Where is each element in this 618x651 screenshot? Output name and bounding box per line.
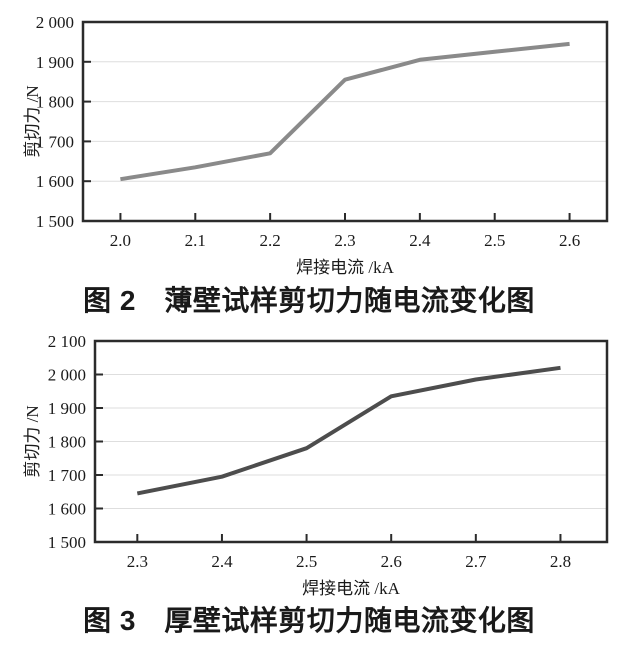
x-tick-label: 2.4 xyxy=(211,552,233,571)
x-tick-label: 2.7 xyxy=(465,552,487,571)
x-tick-label: 2.3 xyxy=(334,231,355,250)
y-tick-label: 1 800 xyxy=(36,93,74,112)
y-tick-label: 1 500 xyxy=(48,533,86,552)
x-tick-label: 2.6 xyxy=(381,552,402,571)
y-axis-title: 剪切力 /N xyxy=(23,85,42,157)
x-tick-label: 2.6 xyxy=(559,231,580,250)
x-tick-label: 2.1 xyxy=(185,231,206,250)
x-axis-title: 焊接电流 /kA xyxy=(302,579,400,598)
y-tick-label: 2 000 xyxy=(48,366,86,385)
x-tick-label: 2.5 xyxy=(484,231,505,250)
y-tick-label: 1 800 xyxy=(48,433,86,452)
x-tick-label: 2.5 xyxy=(296,552,317,571)
x-tick-label: 2.4 xyxy=(409,231,431,250)
chart-thin-wall-shear-vs-current: 2.0 2.1 2.2 2.3 2.4 2.5 2.6 1 500 1 600 1 700 1 80… xyxy=(23,13,609,277)
y-tick-label: 1 600 xyxy=(36,172,74,191)
y-tick-label: 1 700 xyxy=(48,466,86,485)
x-tick-label: 2.3 xyxy=(127,552,148,571)
y-tick-label: 1 700 xyxy=(36,132,74,151)
x-axis-title: 焊接电流 /kA xyxy=(296,258,394,277)
y-axis-title: 剪切力 /N xyxy=(23,405,42,477)
figure-2-caption: 图 2 薄壁试样剪切力随电流变化图 xyxy=(83,285,535,316)
y-tick-label: 1 900 xyxy=(48,399,86,418)
data-line xyxy=(120,41,570,182)
x-tick-label: 2.0 xyxy=(110,231,131,250)
y-tick-label: 2 000 xyxy=(36,13,74,32)
plot-frame xyxy=(93,339,609,544)
chart-thick-wall-shear-vs-current: 2.3 2.4 2.5 2.6 2.7 2.8 1 500 1 600 1 700 1 800 1 … xyxy=(23,332,609,598)
x-tick-label: 2.2 xyxy=(260,231,281,250)
data-line xyxy=(136,365,561,496)
y-tick-label: 1 900 xyxy=(36,53,74,72)
x-tick-label: 2.8 xyxy=(550,552,571,571)
y-tick-label: 1 600 xyxy=(48,500,86,519)
y-tick-label: 2 100 xyxy=(48,332,86,351)
y-tick-label: 1 500 xyxy=(36,212,74,231)
plot-frame xyxy=(81,20,609,223)
figure-3-caption: 图 3 厚壁试样剪切力随电流变化图 xyxy=(83,605,535,636)
